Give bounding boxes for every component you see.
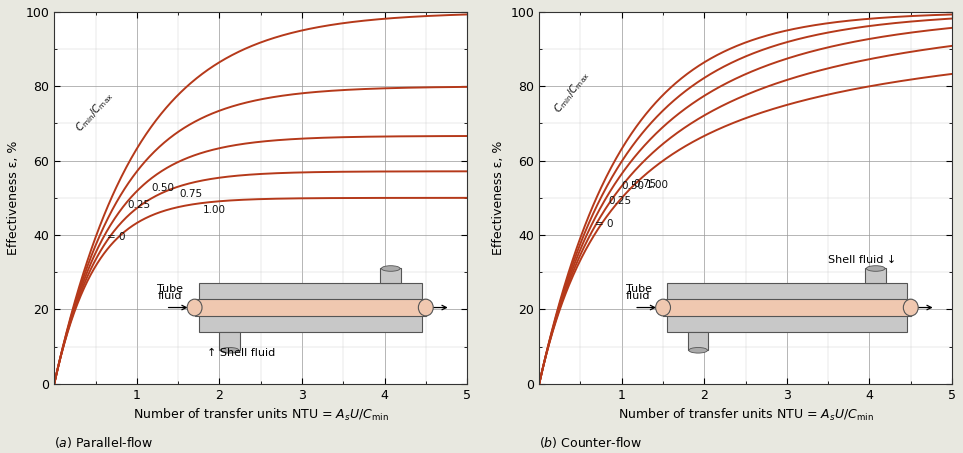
Ellipse shape xyxy=(221,347,239,353)
Text: 0.25: 0.25 xyxy=(609,196,632,206)
Bar xyxy=(195,299,426,316)
Bar xyxy=(664,299,911,316)
Text: $C_\mathrm{min}/C_\mathrm{max}$: $C_\mathrm{min}/C_\mathrm{max}$ xyxy=(72,89,116,135)
Y-axis label: Effectiveness ε, %: Effectiveness ε, % xyxy=(7,141,20,255)
Text: $C_\mathrm{min}/C_\mathrm{max}$: $C_\mathrm{min}/C_\mathrm{max}$ xyxy=(552,68,593,116)
Ellipse shape xyxy=(689,347,708,353)
Text: $(b)$ Counter-flow: $(b)$ Counter-flow xyxy=(539,435,642,450)
Text: 0.50: 0.50 xyxy=(151,183,174,193)
X-axis label: Number of transfer units NTU = $A_sU/C_{\mathrm{min}}$: Number of transfer units NTU = $A_sU/C_{… xyxy=(133,407,389,423)
Bar xyxy=(667,284,906,332)
Text: Tube: Tube xyxy=(157,284,183,294)
Y-axis label: Effectiveness ε, %: Effectiveness ε, % xyxy=(492,141,505,255)
Bar xyxy=(688,332,709,350)
Text: 1.00: 1.00 xyxy=(646,180,668,190)
Ellipse shape xyxy=(418,299,433,316)
Ellipse shape xyxy=(867,266,885,271)
Text: 0.75: 0.75 xyxy=(634,179,657,189)
Text: 0.25: 0.25 xyxy=(127,200,150,210)
Text: 0.75: 0.75 xyxy=(179,189,202,199)
Text: $(a)$ Parallel-flow: $(a)$ Parallel-flow xyxy=(54,435,153,450)
Text: = 0: = 0 xyxy=(107,232,125,242)
Text: fluid: fluid xyxy=(157,291,182,301)
Text: 1.00: 1.00 xyxy=(203,205,226,215)
Text: 0.50: 0.50 xyxy=(622,181,645,191)
Ellipse shape xyxy=(187,299,202,316)
Bar xyxy=(380,269,401,284)
Ellipse shape xyxy=(903,299,918,316)
X-axis label: Number of transfer units NTU = $A_sU/C_{\mathrm{min}}$: Number of transfer units NTU = $A_sU/C_{… xyxy=(617,407,873,423)
Ellipse shape xyxy=(656,299,670,316)
Text: = 0: = 0 xyxy=(595,219,613,229)
Bar xyxy=(866,269,886,284)
Text: Shell fluid ↓: Shell fluid ↓ xyxy=(828,255,897,265)
Bar xyxy=(220,332,240,350)
Text: Tube: Tube xyxy=(626,284,652,294)
Text: ↑ Shell fluid: ↑ Shell fluid xyxy=(207,348,275,358)
Text: fluid: fluid xyxy=(626,291,650,301)
Ellipse shape xyxy=(381,266,400,271)
Bar xyxy=(198,284,422,332)
